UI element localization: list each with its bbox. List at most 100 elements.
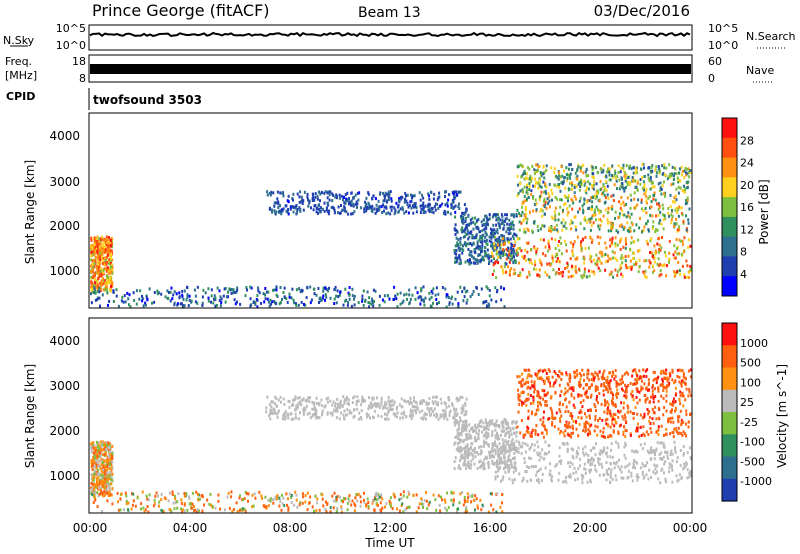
scatter-point xyxy=(98,286,101,290)
scatter-point xyxy=(266,297,269,301)
scatter-point xyxy=(437,207,440,210)
scatter-point xyxy=(127,297,130,301)
scatter-point xyxy=(624,465,627,469)
scatter-point xyxy=(533,168,536,172)
scatter-point xyxy=(455,447,458,451)
scatter-point xyxy=(529,446,532,449)
scatter-point xyxy=(596,263,599,267)
scatter-point xyxy=(630,267,633,271)
scatter-point xyxy=(348,402,350,406)
scatter-point xyxy=(213,294,216,298)
scatter-point xyxy=(367,407,370,411)
scatter-point xyxy=(499,252,502,256)
scatter-point xyxy=(645,275,648,279)
power-y-ticks: 4000 3000 2000 1000 xyxy=(49,129,80,278)
scatter-point xyxy=(675,474,678,478)
nsky-left-tick-low: 10^0 xyxy=(56,39,86,52)
scatter-point xyxy=(498,250,501,254)
scatter-point xyxy=(99,480,102,484)
scatter-point xyxy=(487,432,490,436)
scatter-point xyxy=(422,201,425,205)
scatter-point xyxy=(636,450,639,454)
scatter-point xyxy=(521,205,524,209)
scatter-point xyxy=(579,457,582,461)
scatter-point xyxy=(663,173,666,177)
scatter-point xyxy=(431,291,434,295)
scatter-point xyxy=(578,199,581,203)
scatter-point xyxy=(669,453,672,456)
scatter-point xyxy=(590,270,593,273)
scatter-point xyxy=(294,416,297,420)
scatter-point xyxy=(518,220,521,224)
scatter-point xyxy=(143,510,146,514)
scatter-point xyxy=(329,296,332,300)
scatter-point xyxy=(659,269,662,273)
scatter-point xyxy=(329,399,332,403)
scatter-point xyxy=(638,258,641,262)
scatter-point xyxy=(643,442,646,446)
scatter-point xyxy=(555,184,558,188)
scatter-point xyxy=(689,471,692,475)
scatter-point xyxy=(92,250,95,254)
scatter-point xyxy=(488,239,491,243)
scatter-point xyxy=(657,182,660,186)
colorbar-segment xyxy=(722,118,737,139)
scatter-point xyxy=(373,403,376,407)
colorbar-segment xyxy=(722,157,737,178)
scatter-point xyxy=(626,221,629,225)
scatter-point xyxy=(461,430,464,434)
scatter-point xyxy=(686,185,689,189)
scatter-point xyxy=(522,219,525,223)
scatter-point xyxy=(636,181,639,185)
scatter-point xyxy=(380,509,383,513)
scatter-point xyxy=(473,261,475,265)
scatter-point xyxy=(368,305,370,309)
scatter-point xyxy=(389,496,392,500)
scatter-point xyxy=(93,252,96,256)
scatter-point xyxy=(475,497,478,501)
scatter-point xyxy=(317,204,320,208)
scatter-point xyxy=(461,425,464,429)
scatter-point xyxy=(614,256,617,260)
scatter-point xyxy=(561,174,564,178)
scatter-point xyxy=(686,476,689,480)
scatter-point xyxy=(249,285,252,289)
scatter-point xyxy=(442,412,445,416)
scatter-point xyxy=(632,462,635,466)
scatter-point xyxy=(451,295,453,299)
scatter-point xyxy=(658,274,661,278)
scatter-point xyxy=(515,430,518,434)
scatter-point xyxy=(336,507,339,510)
scatter-point xyxy=(551,254,554,258)
scatter-point xyxy=(433,192,436,196)
scatter-point xyxy=(489,227,492,231)
scatter-point xyxy=(111,460,114,464)
scatter-point xyxy=(338,417,341,421)
scatter-point xyxy=(415,401,418,405)
scatter-point xyxy=(387,190,390,194)
scatter-point xyxy=(422,206,425,210)
scatter-point xyxy=(571,187,574,191)
scatter-point xyxy=(599,224,602,228)
scatter-point xyxy=(501,220,504,224)
scatter-point xyxy=(637,238,640,242)
scatter-point xyxy=(416,291,419,295)
scatter-point xyxy=(115,294,118,298)
scatter-point xyxy=(521,441,524,445)
scatter-point xyxy=(91,488,94,491)
scatter-point xyxy=(454,195,457,199)
scatter-point xyxy=(498,238,501,242)
scatter-point xyxy=(663,445,666,449)
scatter-point xyxy=(352,415,355,419)
scatter-point xyxy=(454,456,457,460)
scatter-point xyxy=(662,442,665,446)
scatter-point xyxy=(537,168,539,172)
scatter-point xyxy=(455,252,458,256)
scatter-point xyxy=(674,167,677,171)
scatter-point xyxy=(429,203,431,207)
scatter-point xyxy=(505,217,508,221)
scatter-point xyxy=(454,260,456,264)
scatter-point xyxy=(274,395,277,399)
scatter-point xyxy=(107,276,109,280)
scatter-point xyxy=(509,427,512,431)
